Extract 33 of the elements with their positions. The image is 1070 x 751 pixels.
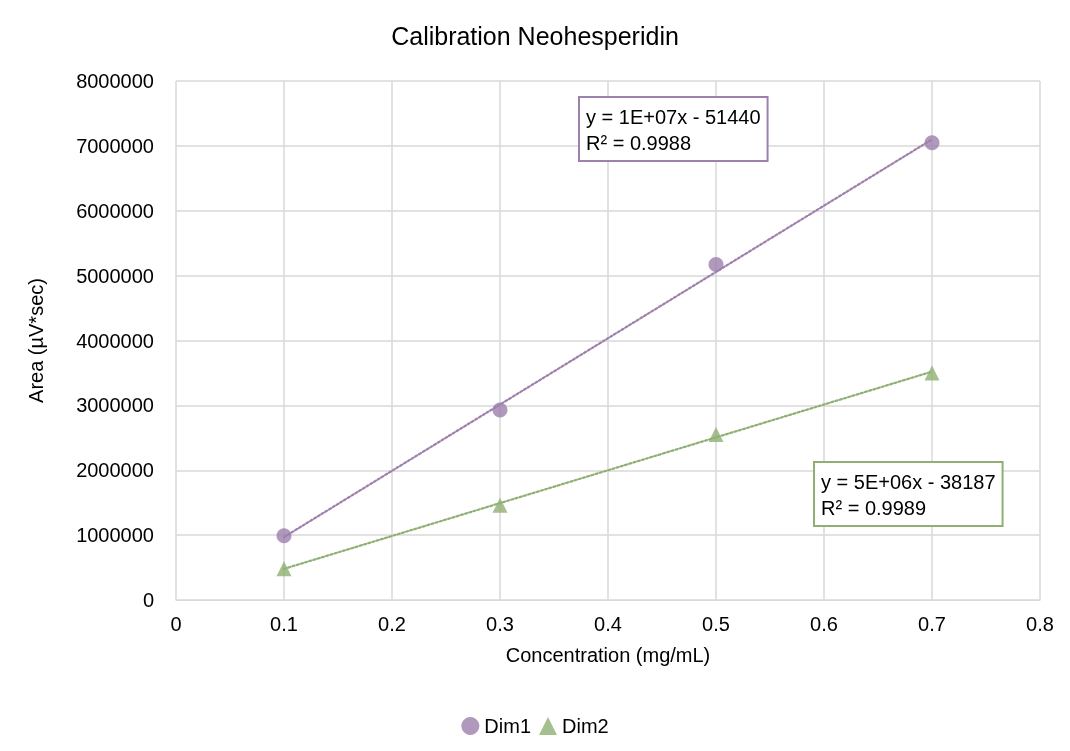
- legend-label: Dim1: [484, 715, 531, 737]
- x-tick-label: 0.4: [594, 613, 622, 635]
- x-tick-label: 0.7: [918, 613, 946, 635]
- annotation: y = 1E+07x - 51440 R² = 0.9988: [586, 106, 761, 154]
- point: [492, 497, 508, 513]
- y-tick-label: 5000000: [76, 264, 154, 287]
- chart-title: Calibration Neohesperidin: [391, 21, 679, 50]
- x-tick-label: 0.6: [810, 613, 838, 635]
- x-tick-label: 0: [170, 613, 182, 635]
- point: [924, 135, 940, 151]
- point: [276, 561, 292, 577]
- x-tick-label: 0.2: [378, 613, 406, 635]
- point: [492, 402, 508, 418]
- y-axis-title: Area (µV*sec): [25, 278, 47, 403]
- point: [708, 427, 724, 443]
- annotation: y = 5E+06x - 38187 R² = 0.9989: [821, 471, 996, 519]
- x-tick-label: 0.8: [1026, 613, 1054, 635]
- x-axis-title: Concentration (mg/mL): [505, 644, 711, 666]
- x-tick-label: 0.3: [486, 613, 514, 635]
- y-tick-label: 8000000: [76, 70, 154, 92]
- y-tick-label: 4000000: [76, 329, 154, 352]
- point: [924, 365, 940, 381]
- point: [708, 257, 724, 273]
- point: [276, 528, 292, 544]
- y-tick-label: 7000000: [76, 134, 154, 157]
- y-tick-label: 1000000: [76, 524, 154, 547]
- y-tick-label: 2000000: [76, 459, 154, 482]
- legend-label: Dim2: [562, 715, 609, 737]
- x-tick-label: 0.5: [702, 613, 730, 635]
- y-tick-label: 3000000: [76, 394, 154, 417]
- x-tick-label: 0.1: [270, 613, 298, 635]
- y-tick-label: 0: [142, 589, 154, 611]
- y-tick-label: 6000000: [76, 199, 154, 222]
